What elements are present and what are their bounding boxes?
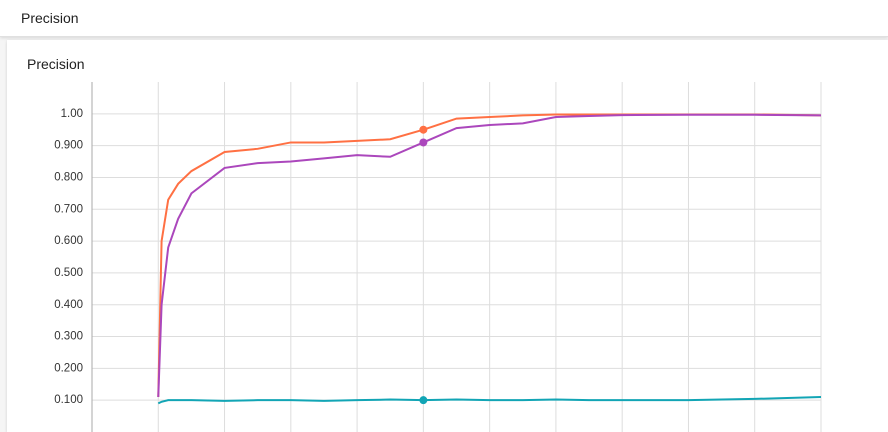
series-line <box>157 396 822 405</box>
header: Precision <box>0 0 888 37</box>
y-tick-label: 0.600 <box>54 235 83 247</box>
hover-point <box>419 396 428 405</box>
y-tick-label: 1.00 <box>61 108 83 120</box>
series-line <box>157 113 822 398</box>
card: Precision <box>7 40 888 432</box>
y-tick-label: 0.400 <box>54 299 83 311</box>
y-tick-label: 0.300 <box>54 331 83 343</box>
y-tick-label: 0.800 <box>54 171 83 183</box>
y-tick-label: 0.500 <box>54 267 83 279</box>
y-tick-label: 0.100 <box>54 394 83 406</box>
hover-point <box>419 125 428 134</box>
y-tick-label: 0.200 <box>54 362 83 374</box>
hover-point <box>419 138 428 147</box>
header-title: Precision <box>21 10 79 26</box>
y-tick-label: 0.900 <box>54 140 83 152</box>
chart-title: Precision <box>27 56 85 72</box>
y-tick-label: 0.700 <box>54 203 83 215</box>
